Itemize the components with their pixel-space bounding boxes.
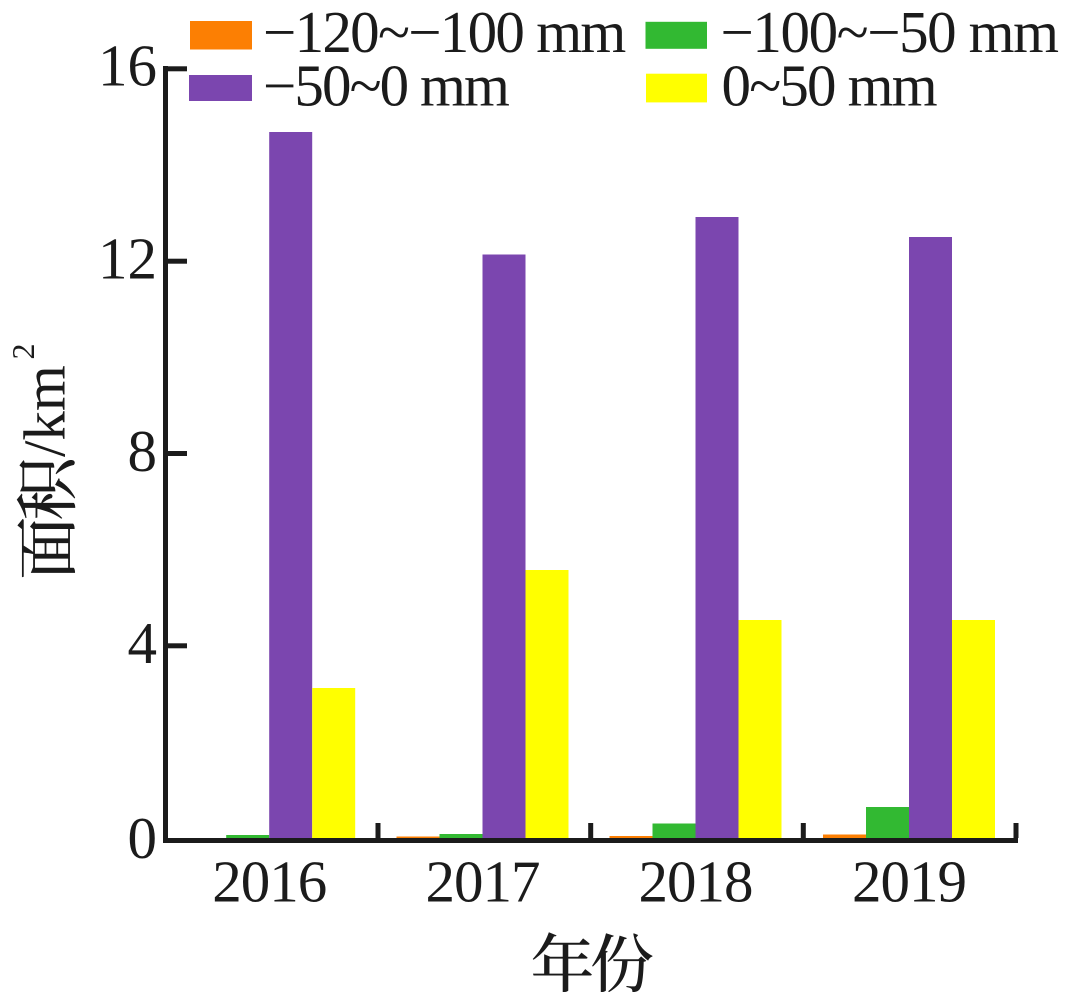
svg-text:8: 8 xyxy=(128,418,158,484)
svg-text:2019: 2019 xyxy=(852,849,966,915)
svg-text:−50~0 mm: −50~0 mm xyxy=(263,53,509,119)
svg-text:12: 12 xyxy=(98,226,157,292)
svg-text:−120~−100 mm: −120~−100 mm xyxy=(263,0,625,65)
svg-text:2016: 2016 xyxy=(212,849,326,915)
svg-text:2: 2 xyxy=(5,344,41,360)
svg-text:/km: /km xyxy=(12,365,78,457)
svg-text:16: 16 xyxy=(98,33,157,99)
svg-text:4: 4 xyxy=(128,610,158,676)
svg-text:2017: 2017 xyxy=(426,849,540,915)
svg-text:−100~−50 mm: −100~−50 mm xyxy=(721,0,1059,65)
svg-text:0: 0 xyxy=(128,805,158,871)
svg-text:2018: 2018 xyxy=(639,849,753,915)
svg-text:0~50 mm: 0~50 mm xyxy=(722,53,937,119)
